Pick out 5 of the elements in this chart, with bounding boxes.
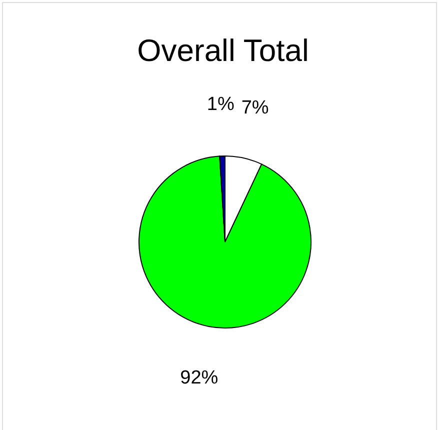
chart-title: Overall Total (137, 33, 309, 68)
pie-slice (138, 156, 312, 328)
data-label: 1% (206, 94, 234, 116)
data-label: 92% (180, 368, 218, 389)
data-label: 7% (241, 97, 269, 118)
